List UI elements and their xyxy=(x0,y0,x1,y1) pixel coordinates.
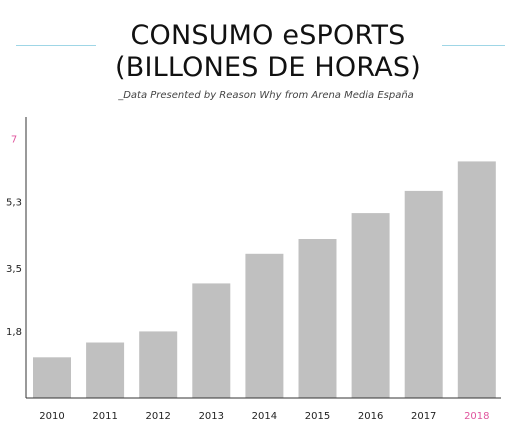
bar-2011 xyxy=(86,342,125,398)
bar-2016 xyxy=(351,213,390,398)
x-tick-label-2014: 2014 xyxy=(252,411,277,422)
y-tick-label-1-8: 1,8 xyxy=(6,327,22,338)
x-tick-label-2018: 2018 xyxy=(464,411,489,422)
bar-2010 xyxy=(33,357,71,398)
y-tick-label-3-5: 3,5 xyxy=(6,264,22,275)
bar-2013 xyxy=(192,283,231,398)
y-tick-label-7: 7 xyxy=(11,135,17,146)
x-tick-label-2016: 2016 xyxy=(358,411,383,422)
x-tick-label-2017: 2017 xyxy=(411,411,436,422)
x-tick-label-2011: 2011 xyxy=(92,411,117,422)
bar-2015 xyxy=(298,239,337,398)
bar-2018 xyxy=(457,161,496,398)
x-tick-label-2012: 2012 xyxy=(145,411,170,422)
title-divider-right xyxy=(442,45,505,46)
chart-title-line-2: (BILLONES DE HORAS) xyxy=(115,52,421,83)
x-tick-label-2013: 2013 xyxy=(199,411,224,422)
bar-2014 xyxy=(245,253,284,398)
bar-2017 xyxy=(404,190,443,398)
bar-2012 xyxy=(139,331,178,398)
title-divider-left xyxy=(16,45,96,46)
chart-title-line-1: CONSUMO eSPORTS xyxy=(130,20,406,51)
y-tick-label-5-3: 5,3 xyxy=(6,198,22,209)
x-tick-label-2015: 2015 xyxy=(305,411,330,422)
x-tick-label-2010: 2010 xyxy=(39,411,64,422)
chart-subtitle: _Data Presented by Reason Why from Arena… xyxy=(118,90,414,101)
